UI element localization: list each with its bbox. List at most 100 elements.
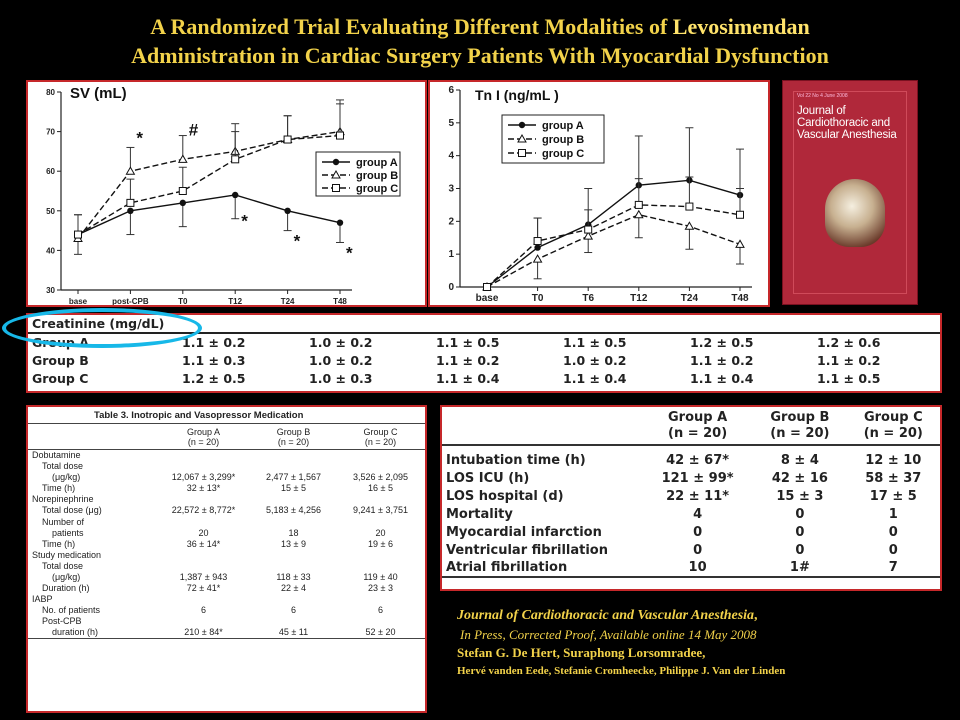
table3-row: duration (h) 210 ± 84* 45 ± 11 52 ± 20 — [28, 627, 425, 639]
outcome-cell-b: 42 ± 16 — [771, 470, 828, 486]
tni-chart-panel: 0 1 2 3 4 5 6 base T0 T6 T12 T24 T48 Tn I (ng/mL ) gro… — [428, 80, 770, 307]
table3-head-c: Group C (n = 20) — [336, 424, 425, 450]
creatinine-row-label: Group C — [32, 370, 89, 386]
y-tick-label: 40 — [46, 246, 55, 255]
data-point — [518, 149, 526, 157]
annotation-mark: * — [346, 243, 353, 262]
x-tick-label: T6 — [582, 293, 594, 304]
table3-cell-b — [251, 550, 336, 561]
outcome-cell-b: 0 — [795, 506, 805, 522]
data-point — [633, 209, 644, 219]
outcome-head-b-n: (n = 20) — [770, 425, 830, 441]
creatinine-cell: 1.0 ± 0.3 — [309, 370, 373, 386]
table3-cell-b: 2,477 ± 1,567 — [266, 472, 321, 483]
series-group-C — [74, 103, 344, 239]
creatinine-cell: 1.1 ± 0.2 — [817, 352, 881, 368]
outcome-table-panel: Group A (n = 20) Group B (n = 20) Group C(… — [440, 405, 942, 591]
table3-row-label: No. of patients — [42, 605, 101, 616]
legend-label: group B — [542, 134, 584, 146]
outcome-cell-b: 0 — [795, 524, 805, 540]
series-line — [486, 204, 741, 288]
journal-cover: Vol 22 No 4 June 2008 Journal of Cardiot… — [782, 80, 918, 305]
table3-cell-a — [156, 561, 251, 572]
table3-cell-c: 19 ± 6 — [368, 538, 393, 549]
table3-row-label: (μg/kg) — [52, 472, 81, 483]
table3-row-label: patients — [52, 527, 84, 538]
outcome-cell-b: 8 ± 4 — [780, 452, 819, 468]
data-point — [336, 131, 344, 140]
outcome-row-label: Mortality — [446, 506, 513, 522]
table3-cell-a — [156, 550, 251, 561]
outcome-cell-c: 58 ± 37 — [865, 470, 922, 486]
table3-cell-a: 12,067 ± 3,299* — [171, 472, 236, 483]
data-point — [177, 154, 188, 163]
table3-cell-b — [251, 616, 336, 627]
x-tick-label: T48 — [731, 293, 749, 304]
table3-cell-c — [336, 616, 425, 627]
y-tick-label: 1 — [448, 249, 454, 260]
citation-journal-name: Journal of Cardiothoracic and Vascular A… — [457, 608, 755, 623]
table3-head-a-name: Group A — [186, 426, 221, 437]
outcome-row-label: LOS ICU (h) — [446, 470, 530, 486]
series-line — [486, 214, 741, 288]
data-point — [336, 219, 344, 226]
data-point — [283, 135, 292, 144]
table3-row: IABP — [28, 594, 425, 605]
table3-row: Total dose (μg) 22,572 ± 8,772* 5,183 ± 4,… — [28, 505, 425, 516]
data-point — [125, 166, 136, 175]
annotation-mark: * — [294, 231, 301, 250]
tni-chart: 0 1 2 3 4 5 6 base T0 T6 T12 T24 T48 Tn I (ng/mL ) gro… — [448, 85, 752, 304]
legend-label: group A — [356, 157, 398, 169]
data-point — [231, 155, 240, 164]
citation-journal: Journal of Cardiothoracic and Vascular A… — [457, 606, 947, 626]
cover-heart-image — [825, 179, 885, 247]
outcome-row-label: LOS hospital (d) — [446, 488, 564, 504]
outcome-head-b-name: Group B — [770, 409, 830, 425]
table3-cell-a: 22,572 ± 8,772* — [171, 505, 236, 516]
creatinine-row: Group C 1.2 ± 0.5 1.0 ± 0.3 1.1 ± 0.4 1.1 ± … — [28, 369, 940, 387]
legend-box — [315, 151, 401, 197]
table3-row: Norepinephrine — [28, 494, 425, 505]
outcome-cell-c: 0 — [888, 524, 898, 540]
title-highlight: Levosimendan — [672, 14, 810, 39]
table3-cell-a: 20 — [198, 527, 209, 538]
series-line — [77, 194, 341, 236]
creatinine-row-label: Group B — [32, 352, 89, 368]
outcome-cell-c: 1 — [888, 506, 898, 522]
table3-cell-b: 15 ± 5 — [281, 483, 306, 494]
x-tick-label: T48 — [333, 297, 347, 305]
series-group-C — [483, 176, 744, 291]
table3-row-label: Dobutamine — [32, 450, 81, 460]
slide-title: A Randomized Trial Evaluating Different … — [0, 12, 960, 70]
y-tick-label: 5 — [448, 118, 454, 129]
outcome-cell-b: 0 — [795, 542, 805, 558]
table3-row: Post-CPB — [28, 616, 425, 627]
series-line — [77, 130, 341, 239]
y-tick-label: 4 — [448, 151, 454, 162]
chart-title: Tn I (ng/mL ) — [475, 87, 559, 103]
table3-cell-c: 9,241 ± 3,751 — [353, 505, 408, 516]
data-point — [332, 184, 340, 192]
table3-row-label: IABP — [32, 594, 53, 605]
table3-cell-b — [251, 594, 336, 605]
table3: Group A (n = 20) Group B (n = 20) Group C(… — [28, 423, 425, 639]
table3-row: Number of — [28, 516, 425, 527]
creatinine-row: Group B 1.1 ± 0.3 1.0 ± 0.2 1.1 ± 0.2 1.0 ± … — [28, 351, 940, 369]
table3-cell-b: 118 ± 33 — [276, 571, 311, 582]
sv-chart: 30 40 50 60 70 80 base post-CPB T0 T12 T24 T48 SV (m… — [46, 85, 401, 305]
table3-row: Study medication — [28, 550, 425, 561]
y-tick-label: 60 — [46, 167, 55, 176]
y-tick-label: 30 — [46, 286, 55, 295]
data-point — [518, 121, 526, 129]
table3-cell-c — [336, 550, 425, 561]
table3-cell-a — [156, 461, 251, 472]
data-point — [483, 283, 491, 291]
table3-row: Duration (h) 72 ± 41* 22 ± 4 23 ± 3 — [28, 583, 425, 594]
y-tick-label: 3 — [448, 184, 454, 195]
y-tick-label: 2 — [448, 216, 454, 227]
y-tick-label: 70 — [46, 128, 55, 137]
creatinine-cell: 1.2 ± 0.6 — [817, 335, 881, 350]
outcome-head-a: Group A (n = 20) — [642, 407, 753, 445]
outcome-head-c: Group C (n = 20) — [847, 407, 940, 445]
table3-row-label: Time (h) — [42, 538, 76, 549]
